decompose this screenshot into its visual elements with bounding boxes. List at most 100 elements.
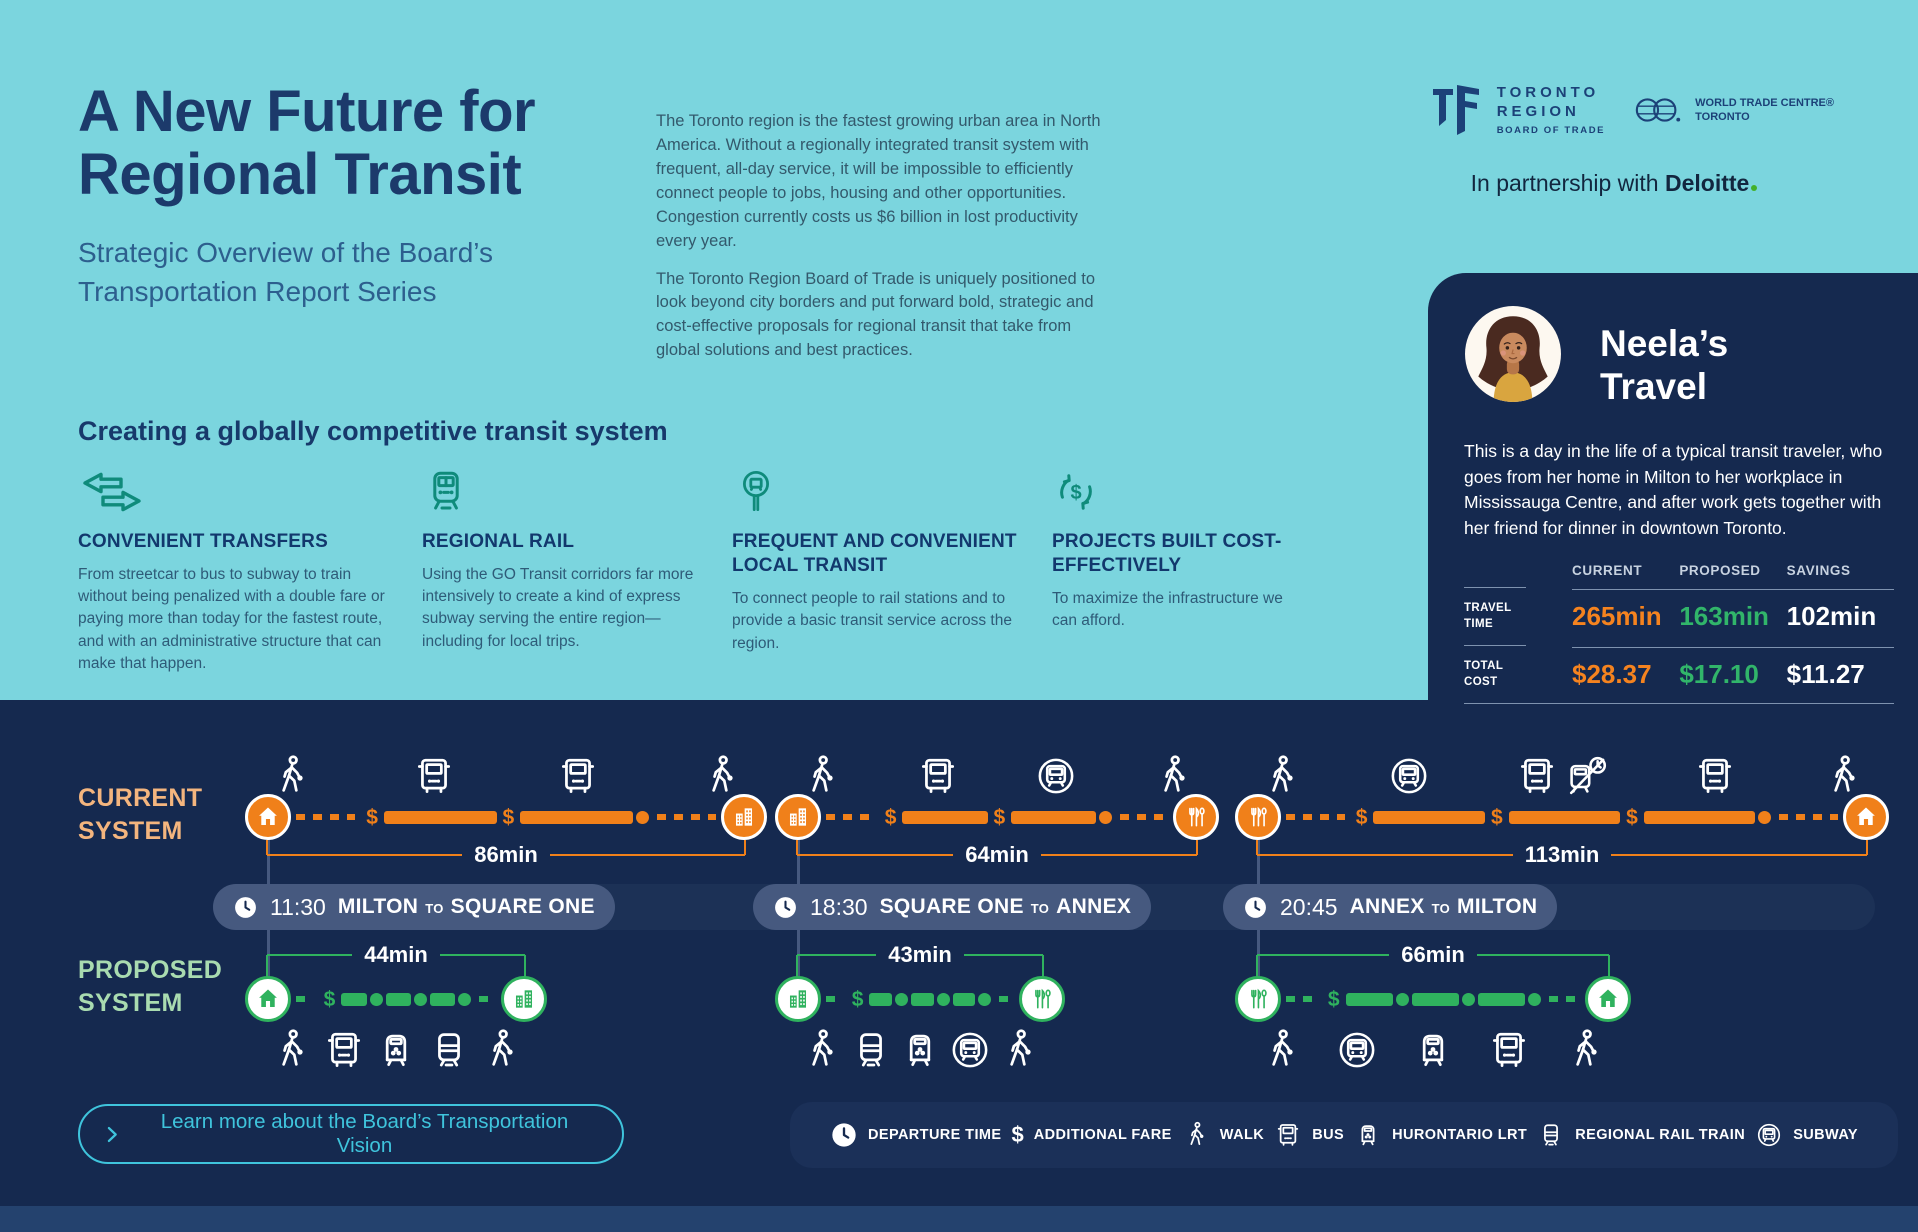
departure-badge-3: 20:45 ANNEX TO MILTON (1223, 884, 1558, 930)
subway-icon (1387, 754, 1431, 798)
neela-avatar (1464, 305, 1562, 403)
departure-time: 11:30 (270, 893, 326, 920)
brand-area: TORONTO REGION BOARD OF TRADE (1394, 82, 1834, 197)
dashed-walk-segment (656, 814, 716, 820)
bracket-tick (796, 955, 798, 977)
mode-icon-slot (269, 1028, 313, 1072)
transit-segment (869, 992, 893, 1006)
learn-more-button[interactable]: Learn more about the Board’s Transportat… (78, 1104, 624, 1164)
bus-icon (556, 754, 600, 798)
pillar-title: FREQUENT AND CONVENIENT LOCAL TRANSIT (732, 531, 1017, 577)
bracket-line (1040, 854, 1197, 856)
bracket-tick (1042, 955, 1044, 977)
deloitte-green-dot (1751, 185, 1758, 191)
additional-fare-marker: $ (851, 987, 864, 1011)
transit-segment (385, 992, 412, 1006)
walk-icon (1182, 1121, 1210, 1149)
wtc-line-1: WORLD TRADE CENTRE® (1695, 96, 1834, 109)
buildings-node (775, 976, 821, 1022)
trbot-logo-text: TORONTO REGION BOARD OF TRADE (1497, 84, 1605, 136)
clock-icon (1243, 895, 1268, 920)
additional-fare-marker: $ (993, 805, 1006, 829)
chevron-right-icon (107, 1126, 117, 1142)
trbot-line-2: REGION (1496, 103, 1580, 120)
pillar-body: To connect people to rail stations and t… (732, 590, 1012, 652)
cell-value: 265min (1572, 589, 1680, 643)
cell-value: $11.27 (1786, 647, 1894, 701)
transit-segment (1373, 810, 1485, 824)
additional-fare-marker: $ (366, 805, 378, 829)
clock-icon (233, 895, 258, 920)
current-mode-icons (799, 748, 1195, 798)
footer-strip (0, 1206, 1918, 1232)
mode-icon-slot (948, 1028, 992, 1072)
dashed-walk-segment (1286, 814, 1345, 820)
proposed-line: $ (1235, 976, 1632, 1022)
clock-icon (773, 895, 798, 920)
route-from: SQUARE ONE (879, 895, 1024, 918)
pillar-body: Using the GO Transit corridors far more … (422, 566, 694, 650)
line-joint (1758, 810, 1772, 824)
lrt-icon (1411, 1028, 1455, 1072)
route-connector: TO (1030, 901, 1050, 916)
dashed-walk-segment (479, 996, 496, 1002)
duration-bracket: 113min (1256, 840, 1868, 868)
walk-icon (269, 1028, 313, 1072)
wtc-logo-text: WORLD TRADE CENTRE® TORONTO (1695, 96, 1834, 125)
legend-item-additional-fare: $ ADDITIONAL FARE (1012, 1122, 1172, 1148)
legend-label: SUBWAY (1793, 1127, 1858, 1143)
bus-icon (322, 1028, 366, 1072)
mode-icon-slot (997, 1028, 1041, 1072)
mode-icon-slot (1034, 754, 1078, 798)
train-icon (1537, 1121, 1565, 1149)
bracket-tick (1608, 955, 1610, 977)
line-joint (936, 992, 950, 1006)
trbot-line-1: TORONTO (1496, 84, 1600, 102)
bus-icon (916, 754, 960, 798)
mode-icon-slot (1563, 1028, 1607, 1072)
route-connector: TO (1431, 901, 1450, 916)
mode-icon-slot (1335, 1028, 1379, 1072)
proposed-mode-icons (1259, 1028, 1607, 1078)
proposed-trip-3: 66min $ (1235, 940, 1632, 1082)
mode-icon-slot (1259, 754, 1303, 798)
pillar-title: CONVENIENT TRANSFERS (78, 531, 328, 552)
pillar-body: To maximize the infrastructure we can af… (1052, 590, 1283, 630)
legend-item-subway: SUBWAY (1755, 1121, 1858, 1149)
pillar-projects-built-cost-effectively: $ PROJECTS BUILT COST-EFFECTIVELY To maxim… (1052, 462, 1290, 675)
bracket-tick (744, 840, 746, 855)
transfer-arrows-icon (78, 462, 390, 516)
neela-title-line-1: Neela’s (1600, 323, 1729, 364)
line-joint (1461, 992, 1475, 1006)
bracket-line (267, 854, 463, 856)
subway-icon (1755, 1121, 1783, 1149)
transit-segment (1345, 992, 1393, 1006)
line-joint (458, 992, 472, 1006)
walk-icon (1259, 754, 1303, 798)
mode-icon-slot (1515, 754, 1609, 798)
dashed-walk-segment (1779, 814, 1839, 820)
pillar-title: PROJECTS BUILT COST-EFFECTIVELY (1052, 531, 1282, 577)
walk-icon (1259, 1028, 1303, 1072)
additional-fare-marker: $ (1626, 805, 1638, 829)
route-from: ANNEX (1349, 895, 1425, 918)
route-to: ANNEX (1056, 895, 1132, 918)
proposed-trip-2: 43min $ (775, 940, 1065, 1082)
cell-value: 163min (1679, 589, 1787, 643)
departure-time: 18:30 (810, 893, 868, 920)
current-system-label: CURRENT SYSTEM (78, 784, 203, 845)
bracket-tick (1256, 840, 1258, 855)
table-bottom-rule (1464, 703, 1894, 705)
route-to: MILTON (1457, 895, 1538, 918)
line-joint (1099, 810, 1113, 824)
current-trip-2: $ $64min (775, 748, 1219, 872)
mode-icon-slot (1693, 754, 1737, 798)
dollar-cycle-icon: $ (1052, 462, 1290, 516)
route-label: SQUARE ONE TO ANNEX (880, 895, 1132, 919)
partnership-prefix: In partnership with (1470, 170, 1659, 196)
mode-icon-slot (1259, 1028, 1303, 1072)
transit-segment (911, 992, 934, 1006)
mode-icon-slot (322, 1028, 366, 1072)
mode-icon-slot (1387, 754, 1431, 798)
intro-paragraph-1: The Toronto region is the fastest growin… (656, 112, 1101, 250)
